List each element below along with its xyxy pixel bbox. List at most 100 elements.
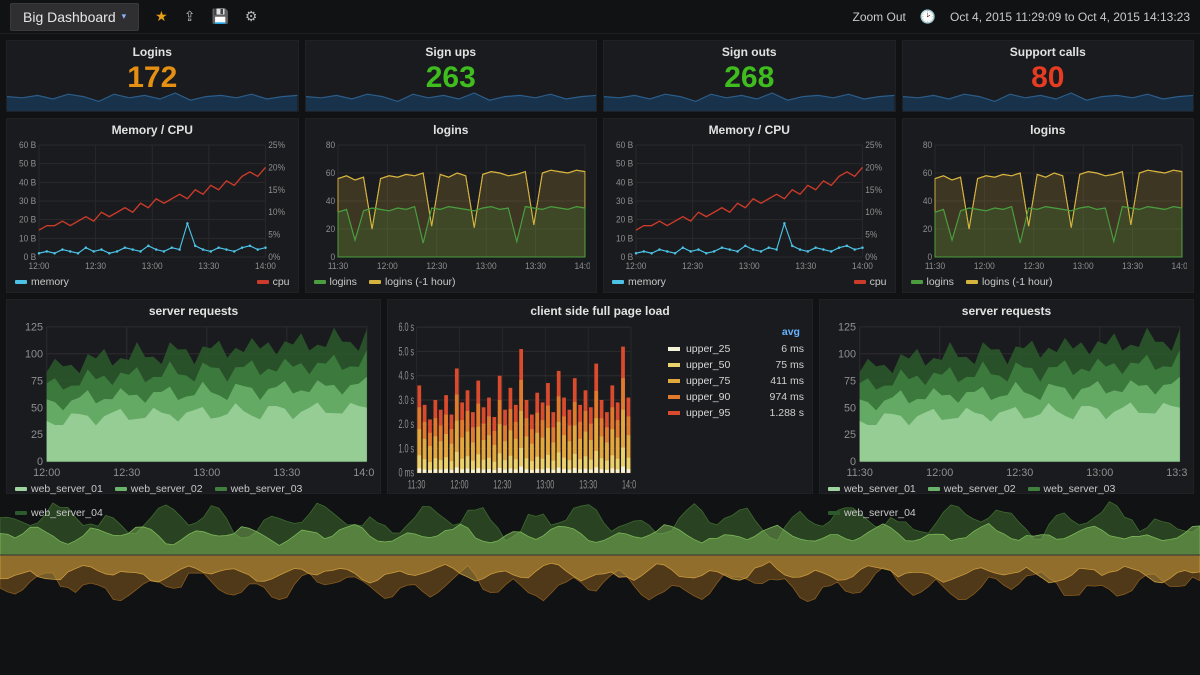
svg-text:20%: 20%: [865, 162, 882, 172]
sparkline: [604, 85, 895, 111]
svg-text:10 B: 10 B: [616, 233, 633, 243]
svg-text:20: 20: [325, 224, 334, 234]
svg-text:60: 60: [922, 168, 931, 178]
svg-text:20 B: 20 B: [19, 214, 36, 224]
svg-text:10 B: 10 B: [19, 233, 36, 243]
graph-panel[interactable]: server requests025507510012511:3012:0012…: [819, 299, 1194, 494]
graph-panel[interactable]: server requests025507510012512:0012:3013…: [6, 299, 381, 494]
svg-text:12:30: 12:30: [1006, 467, 1033, 478]
share-icon[interactable]: ⇪: [184, 8, 196, 25]
svg-text:80: 80: [922, 141, 931, 150]
graph-panel[interactable]: Memory / CPU0 B10 B20 B30 B40 B50 B60 B0…: [603, 118, 896, 293]
svg-text:10%: 10%: [268, 207, 285, 217]
svg-text:13:00: 13:00: [193, 467, 220, 478]
graph-legend: web_server_01web_server_02web_server_03w…: [820, 480, 1193, 523]
svg-text:13:30: 13:30: [1166, 467, 1187, 478]
svg-text:30 B: 30 B: [616, 196, 633, 206]
svg-text:12:00: 12:00: [33, 467, 60, 478]
svg-text:10%: 10%: [865, 207, 882, 217]
dashboard-grid: Logins 172 Sign ups 263 Sign outs 268 Su…: [0, 34, 1200, 494]
svg-text:12:00: 12:00: [450, 479, 469, 491]
svg-text:20 B: 20 B: [616, 214, 633, 224]
save-icon[interactable]: 💾: [211, 8, 228, 25]
svg-text:13:30: 13:30: [1122, 261, 1143, 271]
svg-text:14:00: 14:00: [852, 261, 873, 271]
svg-text:5%: 5%: [865, 229, 877, 239]
panel-title: client side full page load: [388, 300, 812, 320]
svg-text:13:00: 13:00: [142, 261, 163, 271]
svg-text:25: 25: [844, 429, 856, 441]
panel-title: logins: [306, 119, 597, 139]
sparkline: [7, 85, 298, 111]
svg-text:125: 125: [25, 322, 43, 333]
graph-panel[interactable]: Memory / CPU0 B10 B20 B30 B40 B50 B60 B0…: [6, 118, 299, 293]
svg-text:50 B: 50 B: [19, 158, 36, 168]
svg-text:60 B: 60 B: [19, 141, 36, 150]
svg-text:40: 40: [325, 196, 334, 206]
svg-text:75: 75: [31, 375, 43, 387]
svg-text:14:00: 14:00: [574, 261, 590, 271]
graph-panel[interactable]: logins02040608011:3012:0012:3013:0013:30…: [305, 118, 598, 293]
graph-legend: memorycpu: [7, 273, 298, 292]
svg-text:13:30: 13:30: [579, 479, 598, 491]
svg-text:12:00: 12:00: [376, 261, 397, 271]
zoom-out-button[interactable]: Zoom Out: [853, 10, 906, 24]
pageload-panel[interactable]: client side full page load0 ms1.0 s2.0 s…: [387, 299, 813, 494]
settings-icon[interactable]: ⚙: [245, 8, 258, 25]
svg-text:12:30: 12:30: [682, 261, 703, 271]
graph-legend: memorycpu: [604, 273, 895, 292]
svg-text:14:00: 14:00: [353, 467, 374, 478]
svg-text:25%: 25%: [268, 141, 285, 150]
graph-body: 025507510012511:3012:0012:3013:0013:30: [820, 320, 1193, 480]
svg-text:13:00: 13:00: [1072, 261, 1093, 271]
svg-text:11:30: 11:30: [847, 467, 873, 478]
singlestat-panel[interactable]: Support calls 80: [902, 40, 1195, 112]
svg-text:60: 60: [325, 168, 334, 178]
svg-text:11:30: 11:30: [408, 479, 426, 491]
graph-body: 0 B10 B20 B30 B40 B50 B60 B0%5%10%15%20%…: [7, 139, 298, 273]
caret-down-icon: ▾: [122, 11, 127, 22]
sparkline: [306, 85, 597, 111]
svg-text:40 B: 40 B: [19, 177, 36, 187]
svg-text:25%: 25%: [865, 141, 882, 150]
singlestat-panel[interactable]: Logins 172: [6, 40, 299, 112]
row-memcpu-logins: Memory / CPU0 B10 B20 B30 B40 B50 B60 B0…: [6, 118, 1194, 293]
top-nav: Big Dashboard ▾ ★ ⇪ 💾 ⚙ Zoom Out 🕑 Oct 4…: [0, 0, 1200, 34]
svg-text:80: 80: [325, 141, 334, 150]
svg-text:20: 20: [922, 224, 931, 234]
svg-text:12:30: 12:30: [1023, 261, 1044, 271]
svg-text:100: 100: [838, 348, 856, 360]
star-icon[interactable]: ★: [155, 8, 168, 25]
svg-text:50: 50: [844, 402, 856, 414]
dashboard-title-button[interactable]: Big Dashboard ▾: [10, 3, 139, 31]
svg-text:12:30: 12:30: [113, 467, 140, 478]
svg-text:60 B: 60 B: [616, 141, 633, 150]
svg-text:50 B: 50 B: [616, 158, 633, 168]
panel-title: Sign outs: [604, 41, 895, 61]
svg-text:14:00: 14:00: [255, 261, 276, 271]
svg-text:30 B: 30 B: [19, 196, 36, 206]
panel-title: Memory / CPU: [7, 119, 298, 139]
singlestat-panel[interactable]: Sign ups 263: [305, 40, 598, 112]
svg-text:12:30: 12:30: [85, 261, 106, 271]
panel-title: Sign ups: [306, 41, 597, 61]
svg-text:12:30: 12:30: [493, 479, 512, 491]
svg-text:2.0 s: 2.0 s: [398, 419, 414, 432]
panel-title: Support calls: [903, 41, 1194, 61]
panel-title: logins: [903, 119, 1194, 139]
svg-text:40 B: 40 B: [616, 177, 633, 187]
time-range-picker[interactable]: Oct 4, 2015 11:29:09 to Oct 4, 2015 14:1…: [950, 10, 1190, 24]
row-singlestats: Logins 172 Sign ups 263 Sign outs 268 Su…: [6, 40, 1194, 112]
nav-right-group: Zoom Out 🕑 Oct 4, 2015 11:29:09 to Oct 4…: [853, 9, 1191, 25]
graph-panel[interactable]: logins02040608011:3012:0012:3013:0013:30…: [902, 118, 1195, 293]
svg-text:12:00: 12:00: [973, 261, 994, 271]
graph-legend: web_server_01web_server_02web_server_03w…: [7, 480, 380, 523]
graph-body: 02040608011:3012:0012:3013:0013:3014:00: [306, 139, 597, 273]
svg-text:13:00: 13:00: [1086, 467, 1113, 478]
svg-text:15%: 15%: [268, 185, 285, 195]
singlestat-panel[interactable]: Sign outs 268: [603, 40, 896, 112]
svg-text:13:30: 13:30: [795, 261, 816, 271]
panel-title: Logins: [7, 41, 298, 61]
panel-title: server requests: [7, 300, 380, 320]
svg-text:12:00: 12:00: [29, 261, 50, 271]
